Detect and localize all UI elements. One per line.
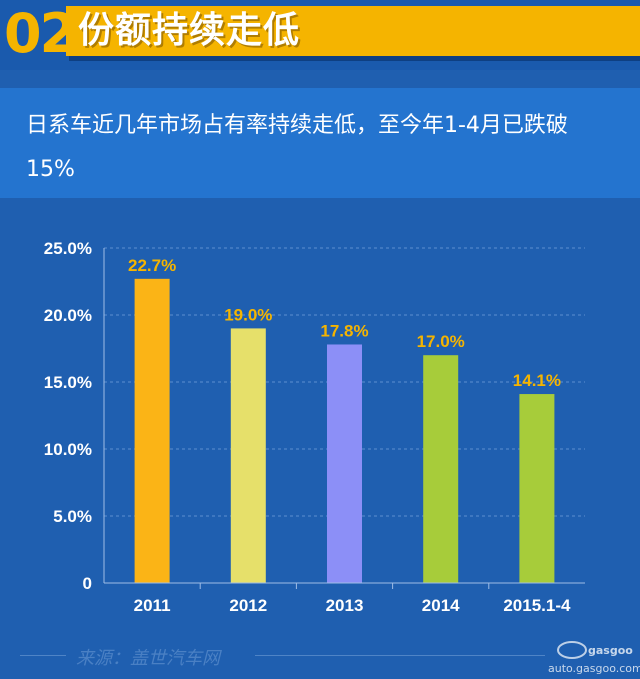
- data-label: 17.8%: [320, 321, 368, 340]
- y-tick-label: 20.0%: [44, 306, 92, 325]
- gasgoo-logo: gasgoo: [557, 641, 633, 659]
- header-band: 02 份额持续走低: [0, 0, 640, 70]
- y-tick-label: 0: [83, 574, 92, 593]
- footer-divider-right: [255, 655, 545, 656]
- title-bar: 份额持续走低: [66, 6, 640, 56]
- x-tick-label: 2011: [134, 596, 171, 615]
- y-tick-label: 15.0%: [44, 373, 92, 392]
- y-axis: 0 5.0% 10.0% 15.0% 20.0% 25.0%: [44, 239, 105, 593]
- description-band: [0, 88, 640, 198]
- x-axis: 2011 2012 2013 2014 2015.1-4: [104, 582, 585, 615]
- x-tick-label: 2013: [326, 596, 364, 615]
- y-tick-label: 5.0%: [53, 507, 92, 526]
- section-title: 份额持续走低: [78, 10, 301, 51]
- data-label: 14.1%: [513, 371, 561, 390]
- y-tick-label: 10.0%: [44, 440, 92, 459]
- bar: [423, 355, 459, 583]
- y-tick-label: 25.0%: [44, 239, 92, 258]
- x-tick-label: 2015.1-4: [503, 596, 571, 615]
- source-note: 来源：盖世汽车网: [76, 648, 220, 669]
- footer-divider-left: [20, 655, 66, 656]
- data-label: 19.0%: [224, 305, 272, 324]
- bar: [327, 344, 362, 583]
- section-number: 02: [4, 2, 77, 65]
- bar: [519, 394, 555, 583]
- data-label: 17.0%: [417, 332, 465, 351]
- bar: [230, 328, 266, 583]
- svg-text:gasgoo: gasgoo: [588, 644, 633, 657]
- x-tick-label: 2014: [422, 596, 460, 615]
- data-label: 22.7%: [128, 256, 176, 275]
- watermark-url: auto.gasgoo.com: [548, 662, 640, 675]
- bars: 22.7% 19.0% 17.8% 17.0% 14.1%: [128, 256, 561, 583]
- bar: [134, 278, 170, 583]
- description-text: 日系车近几年市场占有率持续走低，至今年1-4月已跌破15%: [26, 113, 568, 182]
- x-tick-label: 2012: [229, 596, 267, 615]
- bar-chart: 0 5.0% 10.0% 15.0% 20.0% 25.0% 22.7% 19.0% 17.8…: [44, 239, 585, 615]
